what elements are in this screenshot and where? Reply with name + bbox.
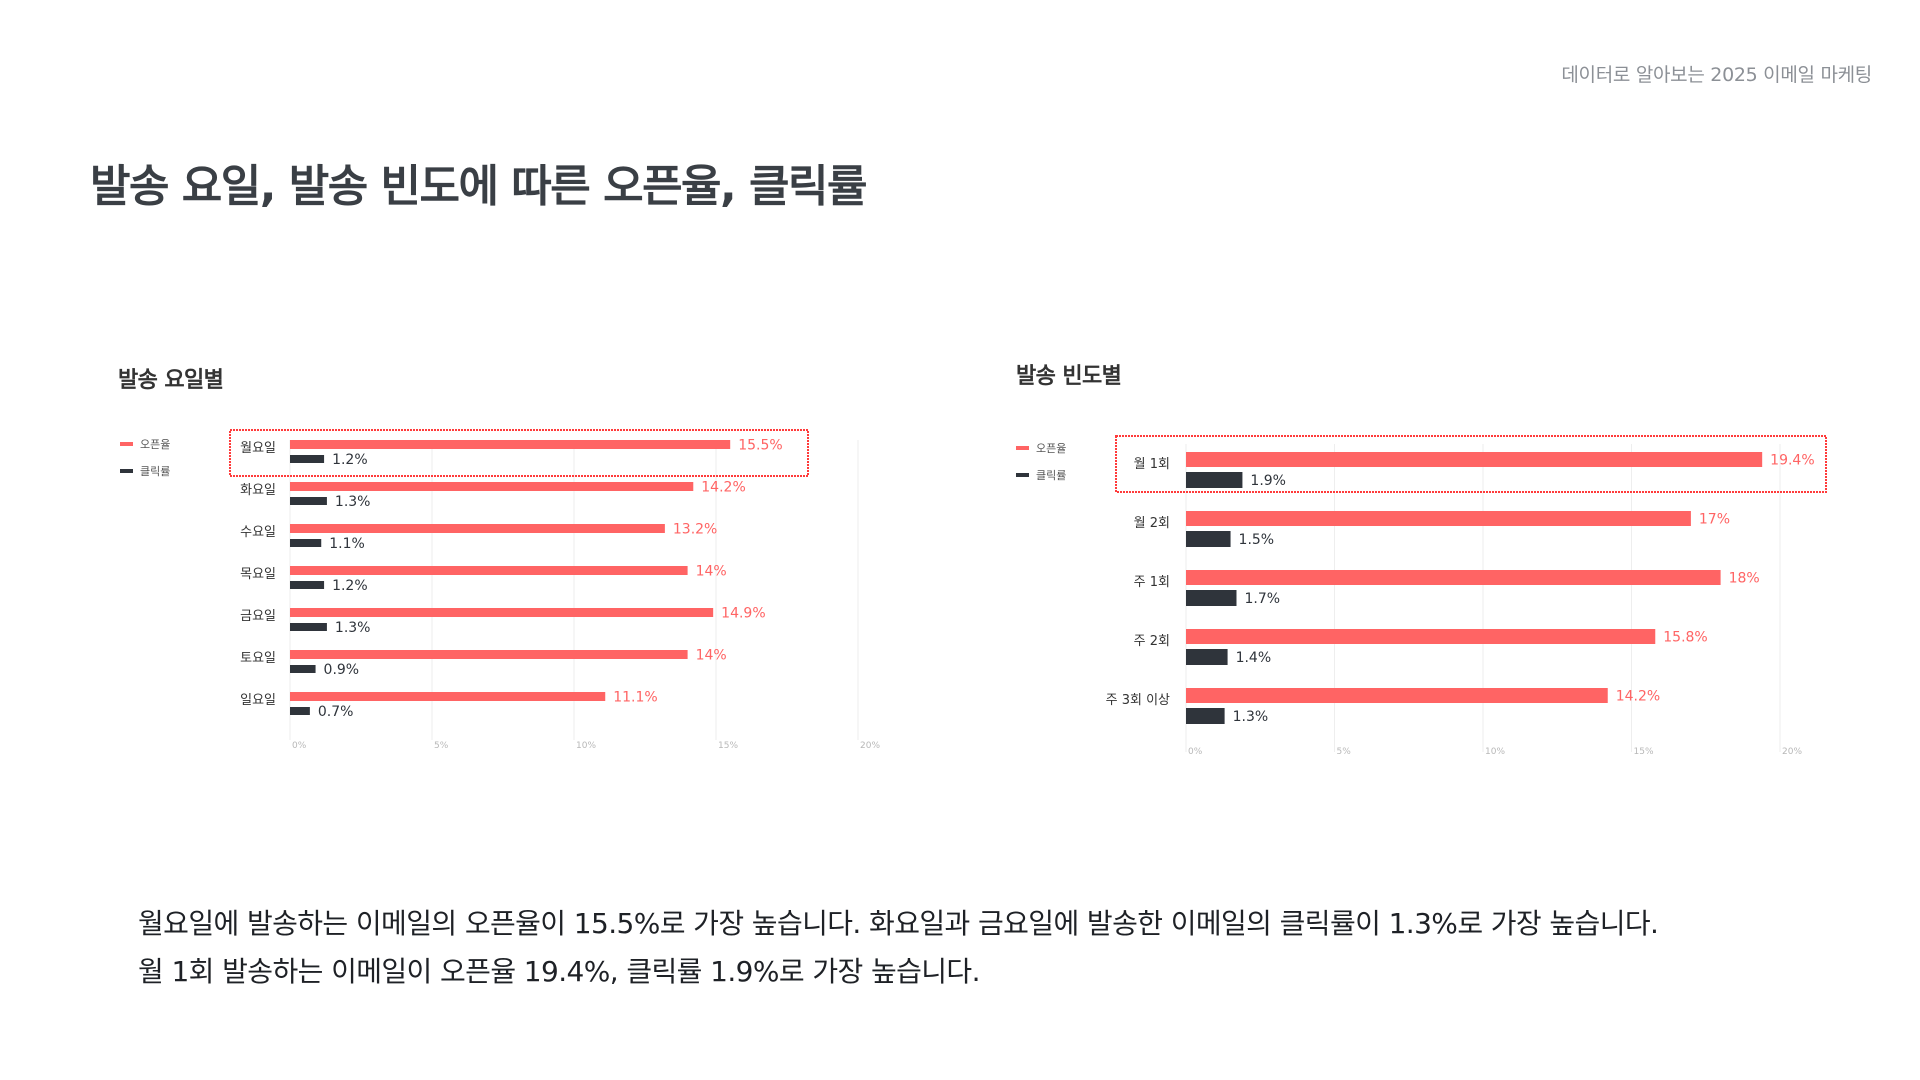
bar-open (290, 482, 694, 491)
highlight-box (229, 429, 809, 477)
chart-title: 발송 요일별 (118, 368, 224, 393)
bar-open (290, 650, 688, 659)
report-series-label: 데이터로 알아보는 2025 이메일 마케팅 (1561, 64, 1872, 86)
bar-click (1186, 472, 1243, 488)
bar-open (290, 608, 714, 617)
highlight-box (1115, 435, 1827, 493)
category-label: 금요일 (240, 609, 276, 624)
x-tick-label: 10% (576, 741, 596, 751)
data-label-open: 19.4% (1770, 453, 1814, 469)
data-label-click: 1.3% (335, 494, 371, 510)
category-label: 주 3회 이상 (1106, 693, 1170, 708)
bar-click (290, 455, 325, 463)
category-label: 수요일 (240, 525, 276, 540)
data-label-click: 1.2% (332, 578, 368, 594)
x-tick-label: 0% (1188, 747, 1203, 757)
data-label-open: 14.2% (1616, 689, 1660, 705)
summary-line-2: 월 1회 발송하는 이메일이 오픈율 19.4%, 클릭률 1.9%로 가장 높… (138, 955, 980, 988)
bar-open (1186, 511, 1691, 526)
page-title: 발송 요일, 발송 빈도에 따른 오픈율, 클릭률 (90, 161, 868, 212)
data-label-click: 1.4% (1236, 650, 1272, 666)
bar-click (1186, 531, 1231, 547)
bar-click (290, 581, 325, 589)
bar-open (290, 524, 665, 533)
bar-click (1186, 708, 1225, 724)
data-label-click: 0.7% (318, 704, 354, 720)
data-label-click: 1.9% (1250, 473, 1286, 489)
x-tick-label: 10% (1485, 747, 1505, 757)
x-tick-label: 20% (860, 741, 880, 751)
bar-open (290, 692, 606, 701)
bar-click (290, 707, 310, 715)
x-tick-label: 20% (1782, 747, 1802, 757)
category-label: 월 2회 (1134, 516, 1170, 531)
data-label-click: 1.7% (1244, 591, 1280, 607)
legend: 오픈율 클릭률 (1016, 434, 1066, 488)
summary-line-1: 월요일에 발송하는 이메일의 오픈율이 15.5%로 가장 높습니다. 화요일과… (138, 907, 1659, 940)
category-label: 목요일 (240, 567, 276, 582)
category-label: 월요일 (240, 441, 276, 456)
legend-swatch-open (1016, 445, 1029, 450)
chart-by-weekday: 발송 요일별 오픈율 클릭률 0% 5% 10% 15% 20% 월요일 15.5% 1.2%… (0, 340, 960, 780)
legend-label-open: 오픈율 (1036, 441, 1067, 455)
x-tick-label: 5% (1337, 747, 1352, 757)
legend-item-click: 클릭률 (1016, 461, 1066, 488)
category-label: 주 2회 (1134, 634, 1170, 649)
data-label-open: 15.5% (738, 438, 782, 454)
bar-click (290, 539, 322, 547)
data-label-open: 14.9% (721, 606, 765, 622)
data-label-click: 1.3% (335, 620, 371, 636)
data-label-open: 14.2% (701, 480, 745, 496)
legend-label-click: 클릭률 (1036, 468, 1067, 482)
category-label: 월 1회 (1134, 457, 1170, 472)
bar-click (1186, 590, 1237, 606)
bar-chart-weekday: 0% 5% 10% 15% 20% 월요일 15.5% 1.2% 화요일 14.2% 1.3% 수요일… (229, 429, 880, 751)
x-tick-label: 0% (292, 741, 307, 751)
legend: 오픈율 클릭률 (120, 430, 170, 484)
data-label-open: 14% (696, 648, 727, 664)
legend-label-click: 클릭률 (140, 464, 171, 478)
bar-open (290, 440, 731, 449)
data-label-click: 1.3% (1233, 709, 1269, 725)
legend-item-open: 오픈율 (1016, 434, 1066, 461)
category-label: 주 1회 (1134, 575, 1170, 590)
category-label: 일요일 (240, 693, 276, 708)
legend-swatch-click (120, 468, 133, 473)
data-label-open: 13.2% (673, 522, 717, 538)
data-label-click: 0.9% (324, 662, 360, 678)
chart-title: 발송 빈도별 (1016, 364, 1122, 389)
bar-open (1186, 452, 1763, 467)
data-label-click: 1.1% (329, 536, 365, 552)
data-label-click: 1.2% (332, 452, 368, 468)
bar-click (1186, 649, 1228, 665)
data-label-open: 15.8% (1663, 630, 1707, 646)
bar-click (290, 623, 327, 631)
legend-item-click: 클릭률 (120, 457, 170, 484)
data-label-open: 14% (696, 564, 727, 580)
bar-open (1186, 629, 1656, 644)
legend-label-open: 오픈율 (140, 437, 171, 451)
legend-item-open: 오픈율 (120, 430, 170, 457)
bar-open (1186, 688, 1608, 703)
bar-open (290, 566, 688, 575)
data-label-open: 17% (1699, 512, 1730, 528)
bar-chart-frequency: 0% 5% 10% 15% 20% 월 1회 19.4% 1.9% 월 2회 17% 1.5% 주 1… (1106, 435, 1827, 757)
category-label: 화요일 (240, 483, 276, 498)
data-label-open: 18% (1729, 571, 1760, 587)
x-tick-label: 5% (434, 741, 449, 751)
legend-swatch-click (1016, 472, 1029, 477)
bar-click (290, 497, 327, 505)
x-tick-label: 15% (718, 741, 738, 751)
bar-open (1186, 570, 1721, 585)
x-tick-label: 15% (1634, 747, 1654, 757)
bar-click (290, 665, 316, 673)
chart-by-frequency: 발송 빈도별 오픈율 클릭률 0% 5% 10% 15% 20% 월 1회 19.4% 1.9… (960, 340, 1920, 780)
data-label-click: 1.5% (1239, 532, 1275, 548)
legend-swatch-open (120, 441, 133, 446)
summary-text: 월요일에 발송하는 이메일의 오픈율이 15.5%로 가장 높습니다. 화요일과… (138, 900, 1838, 996)
data-label-open: 11.1% (613, 690, 657, 706)
category-label: 토요일 (240, 651, 276, 666)
